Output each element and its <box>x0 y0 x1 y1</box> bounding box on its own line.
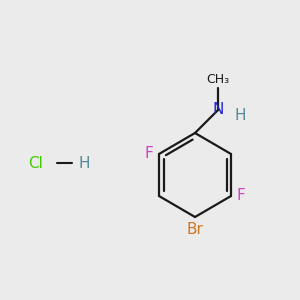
Text: F: F <box>144 146 153 161</box>
Text: F: F <box>237 188 246 203</box>
Text: H: H <box>78 155 89 170</box>
Text: CH₃: CH₃ <box>206 73 230 86</box>
Text: N: N <box>212 103 224 118</box>
Text: Br: Br <box>187 222 203 237</box>
Text: Cl: Cl <box>28 155 43 170</box>
Text: H: H <box>235 107 247 122</box>
